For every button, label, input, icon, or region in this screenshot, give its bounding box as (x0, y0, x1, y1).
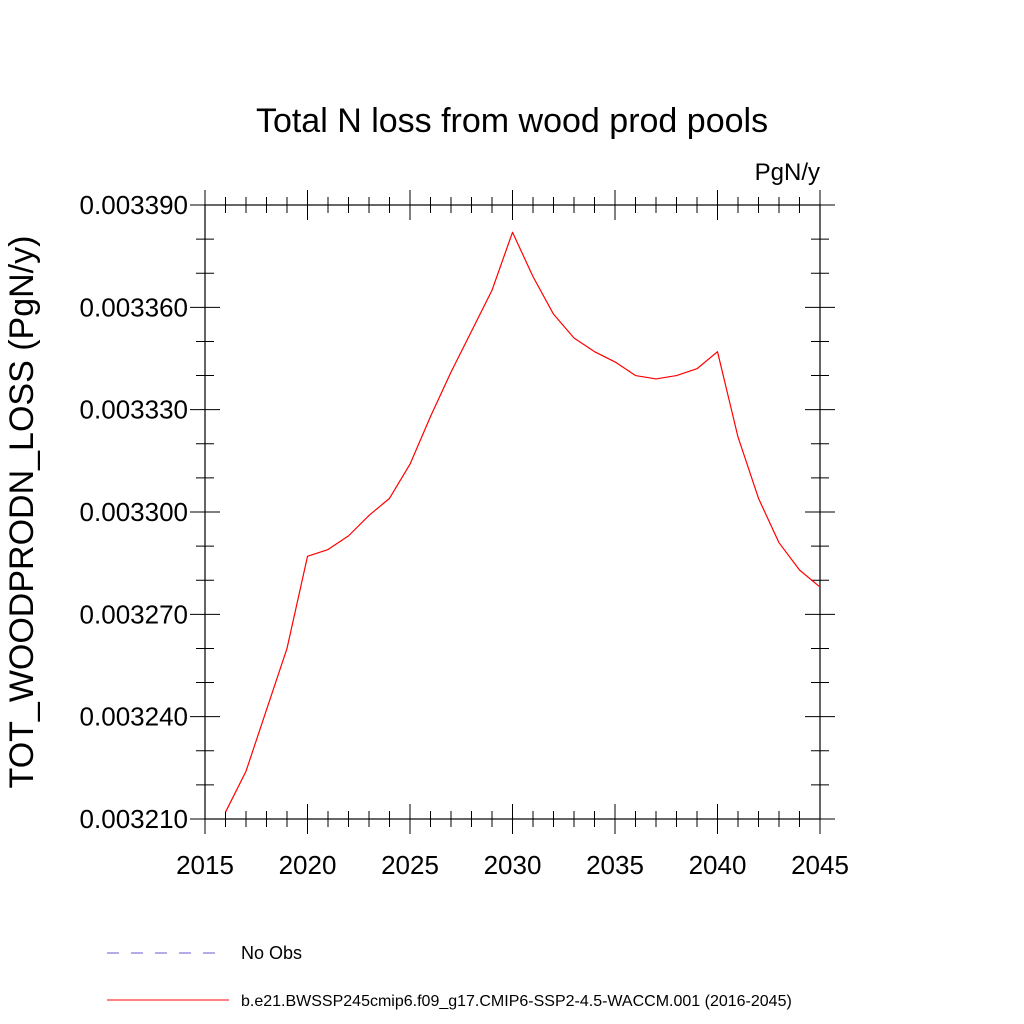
x-tick-label: 2025 (381, 850, 439, 880)
x-tick-label: 2035 (586, 850, 644, 880)
y-tick-label: 0.003270 (80, 599, 188, 629)
chart-title: Total N loss from wood prod pools (256, 102, 768, 140)
y-tick-label: 0.003300 (80, 497, 188, 527)
y-axis-label: TOT_WOODPRODN_LOSS (PgN/y) (3, 236, 41, 789)
x-tick-label: 2015 (176, 850, 234, 880)
units-label: PgN/y (755, 159, 820, 186)
x-tick-label: 2040 (689, 850, 747, 880)
y-tick-label: 0.003390 (80, 190, 188, 220)
x-tick-label: 2030 (484, 850, 542, 880)
x-axis-ticks: 2015 2020 2025 2030 2035 2040 2045 (176, 190, 849, 880)
y-tick-label: 0.003240 (80, 702, 188, 732)
y-tick-label: 0.003360 (80, 292, 188, 322)
series-layer (224, 231, 821, 813)
legend-no-obs-label: No Obs (241, 943, 302, 963)
x-tick-label: 2045 (791, 850, 849, 880)
legend-series-label: b.e21.BWSSP245cmip6.f09_g17.CMIP6-SSP2-4… (241, 993, 792, 1010)
x-tick-label: 2020 (279, 850, 337, 880)
series-line (224, 231, 821, 813)
legend: No Obs b.e21.BWSSP245cmip6.f09_g17.CMIP6… (107, 943, 792, 1010)
plot-frame (204, 204, 821, 820)
y-tick-label: 0.003330 (80, 395, 188, 425)
y-axis-ticks: 0.003210 0.003240 0.003270 0.003300 0.003330… (80, 190, 835, 834)
y-tick-label: 0.003210 (80, 804, 188, 834)
